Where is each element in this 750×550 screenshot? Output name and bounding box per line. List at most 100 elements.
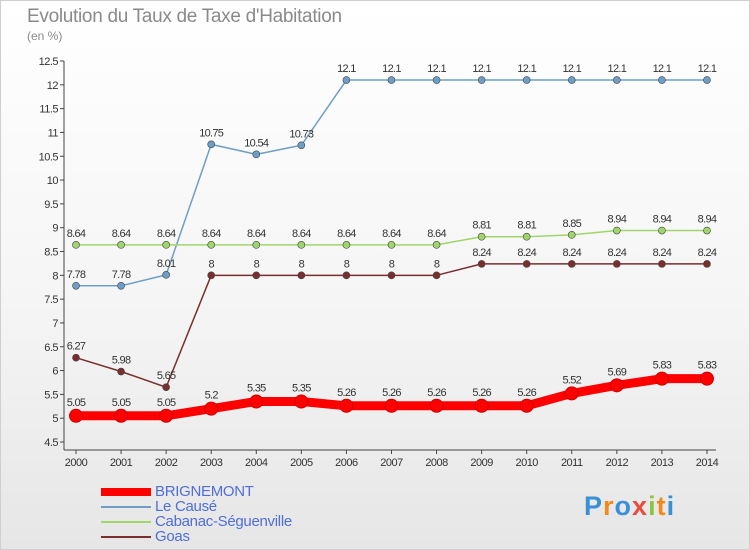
data-label-brignemont: 5.52 (562, 374, 581, 386)
x-tick-label: 2014 (696, 457, 719, 469)
data-label-cabanac-seguenville: 8.64 (112, 228, 131, 240)
data-point-le-cause (207, 140, 216, 149)
x-tick-label: 2005 (290, 457, 313, 469)
data-label-goas: 8.24 (517, 247, 536, 259)
data-point-le-cause (613, 76, 621, 84)
data-point-cabanac-seguenville (207, 241, 216, 249)
y-tick-label: 7 (52, 318, 58, 330)
data-label-le-cause: 12.1 (562, 63, 581, 75)
data-point-cabanac-seguenville (477, 232, 486, 241)
data-point-le-cause (387, 76, 396, 84)
data-point-le-cause (252, 150, 261, 159)
data-point-goas (432, 271, 441, 280)
data-label-le-cause: 12.1 (337, 63, 356, 75)
data-point-cabanac-seguenville (72, 241, 80, 249)
data-label-cabanac-seguenville: 8.81 (472, 220, 491, 232)
x-tick-label: 2001 (110, 457, 133, 469)
data-label-le-cause: 10.54 (244, 137, 269, 149)
data-label-brignemont: 5.26 (517, 387, 536, 399)
data-label-cabanac-seguenville: 8.64 (67, 228, 86, 240)
data-point-goas (207, 271, 216, 280)
data-label-brignemont: 5.26 (337, 387, 356, 399)
data-label-le-cause: 12.1 (517, 63, 536, 75)
data-label-goas: 8 (344, 258, 350, 270)
data-label-brignemont: 5.35 (292, 383, 311, 395)
data-point-le-cause (117, 281, 125, 290)
logo-letter: o (614, 491, 633, 521)
chart-title: Evolution du Taux de Taxe d'Habitation (27, 6, 342, 27)
data-point-le-cause (477, 76, 486, 84)
data-label-le-cause: 8.01 (157, 258, 176, 270)
data-point-goas (72, 353, 80, 362)
data-point-brignemont (699, 371, 714, 386)
y-tick-label: 5.5 (44, 389, 58, 401)
data-label-cabanac-seguenville: 8.64 (292, 228, 311, 240)
data-point-cabanac-seguenville (297, 241, 306, 249)
data-label-brignemont: 5.26 (427, 387, 446, 399)
x-tick-label: 2013 (651, 457, 674, 469)
logo-letter: i (648, 491, 657, 521)
legend-swatch-brignemont (101, 487, 151, 496)
data-label-le-cause: 12.1 (472, 63, 491, 75)
data-label-cabanac-seguenville: 8.64 (247, 228, 266, 240)
data-point-cabanac-seguenville (658, 226, 666, 235)
data-label-goas: 8 (389, 258, 395, 270)
data-point-le-cause (703, 76, 711, 84)
data-point-brignemont (114, 408, 129, 423)
x-tick-label: 2011 (561, 457, 583, 469)
legend-item-cabanac: Cabanac-Séguenville (101, 514, 292, 529)
data-label-goas: 5.98 (112, 355, 131, 367)
logo-letter: i (666, 491, 676, 521)
logo-letter: x (632, 491, 649, 521)
data-point-cabanac-seguenville (387, 241, 396, 249)
data-point-le-cause (342, 76, 351, 84)
x-tick-label: 2012 (606, 457, 629, 469)
data-point-le-cause (432, 76, 441, 84)
y-tick-label: 9.5 (44, 199, 58, 211)
legend-label-le-cause: Le Causé (155, 498, 217, 515)
x-tick-label: 2007 (380, 457, 403, 469)
legend-label-brignemont: BRIGNEMONT (155, 483, 254, 500)
logo-letter: r (603, 491, 615, 521)
data-point-goas (613, 260, 621, 268)
data-label-cabanac-seguenville: 8.64 (382, 228, 401, 240)
data-point-brignemont (339, 398, 354, 413)
y-tick-label: 6 (52, 366, 58, 378)
data-point-brignemont (429, 398, 444, 413)
data-point-cabanac-seguenville (703, 226, 711, 235)
data-point-le-cause (567, 76, 576, 84)
legend-item-goas: Goas (101, 529, 292, 544)
data-point-cabanac-seguenville (252, 241, 261, 249)
data-point-cabanac-seguenville (162, 241, 170, 249)
data-point-goas (567, 260, 576, 268)
data-label-brignemont: 5.2 (205, 390, 219, 402)
data-label-brignemont: 5.26 (472, 387, 491, 399)
y-tick-label: 5 (52, 413, 58, 425)
data-label-cabanac-seguenville: 8.64 (157, 228, 176, 240)
y-tick-label: 10.5 (39, 151, 59, 163)
data-point-brignemont (609, 378, 624, 393)
x-tick-label: 2002 (155, 457, 178, 469)
y-tick-label: 9 (52, 223, 58, 235)
legend-item-le-cause: Le Causé (101, 499, 292, 514)
data-point-goas (297, 271, 306, 280)
data-point-brignemont (249, 394, 264, 409)
data-point-cabanac-seguenville (522, 232, 531, 241)
data-point-cabanac-seguenville (432, 241, 441, 249)
data-point-le-cause (658, 76, 666, 84)
data-label-goas: 8 (299, 258, 305, 270)
data-point-le-cause (162, 271, 170, 279)
y-tick-label: 6.5 (44, 342, 58, 354)
data-label-le-cause: 12.1 (427, 63, 446, 75)
data-point-brignemont (474, 398, 489, 413)
chart-unit-label: (en %) (27, 29, 63, 43)
data-point-goas (252, 271, 261, 280)
x-tick-label: 2009 (470, 457, 493, 469)
data-point-goas (658, 260, 666, 268)
proxiti-logo: Proxiti (584, 491, 675, 522)
data-point-brignemont (159, 408, 174, 423)
x-tick-label: 2004 (245, 457, 268, 469)
x-tick-label: 2006 (335, 457, 358, 469)
legend: BRIGNEMONT Le Causé Cabanac-Séguenville … (101, 484, 292, 544)
data-point-goas (522, 260, 531, 268)
